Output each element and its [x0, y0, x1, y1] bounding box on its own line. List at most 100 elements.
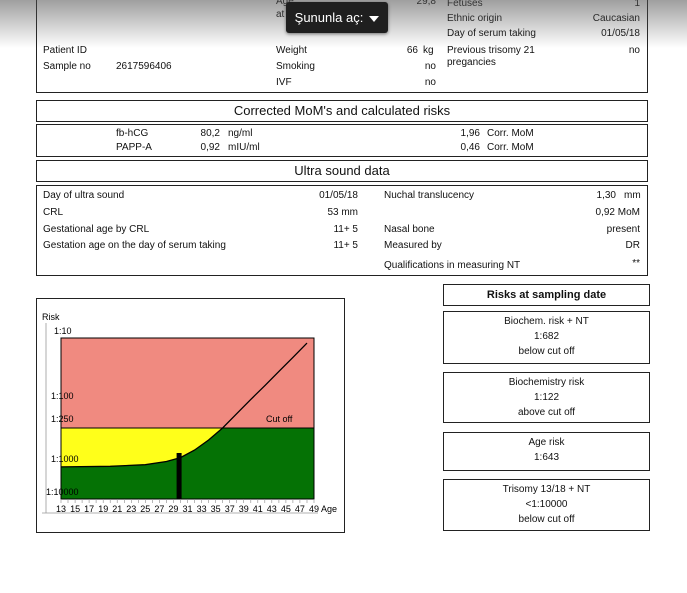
x-tick-label: 49 [309, 504, 319, 514]
y-label-100: 1:100 [51, 391, 74, 401]
x-tick-label: 23 [126, 504, 136, 514]
x-tick-label: 45 [281, 504, 291, 514]
us-crl-label: CRL [43, 207, 64, 218]
mom-row-value: 80,2 [200, 128, 220, 139]
patient-age-marker [176, 453, 182, 499]
weight-label: Weight [276, 45, 307, 56]
ivf-value: no [424, 77, 436, 88]
us-nt-mom: 0,92 MoM [595, 207, 640, 218]
x-tick-label: 13 [56, 504, 66, 514]
us-ga-crl-label: Gestational age by CRL [43, 224, 150, 235]
age-risk-curve [60, 342, 308, 468]
weight-unit: kg [423, 45, 434, 56]
ultrasound-values-box [36, 185, 648, 276]
risk-card-value: <1:10000 [525, 499, 568, 510]
ethnic-value: Caucasian [592, 13, 640, 24]
risk-chart: Risk 1:10 1:100 1:250 1:1000 1:10000 Cut… [42, 312, 337, 516]
us-qual-label: Qualifications in measuring NT [384, 260, 521, 271]
risk-card-title: Age risk [528, 437, 565, 448]
us-measured-value: DR [625, 240, 640, 251]
open-with-button[interactable]: Şununla aç: [286, 2, 388, 33]
risk-card-value: 1:682 [533, 331, 560, 342]
mom-row-mom-label: Corr. MoM [487, 128, 534, 139]
us-day-label: Day of ultra sound [43, 190, 125, 201]
mom-row-name: fb-hCG [116, 128, 149, 139]
x-tick-label: 43 [267, 504, 277, 514]
us-nasal-label: Nasal bone [384, 224, 435, 235]
chevron-down-icon [369, 15, 380, 22]
y-axis-title: Risk [42, 312, 60, 322]
y-label-10: 1:10 [54, 326, 72, 336]
high-risk-zone [61, 338, 314, 428]
at-label: at [276, 9, 285, 20]
x-tick-label: 17 [84, 504, 94, 514]
fetuses-value: 1 [634, 0, 640, 9]
x-tick-label: 19 [98, 504, 108, 514]
trisomy-label-1: Previous trisomy 21 [447, 45, 535, 56]
risk-card-note: below cut off [518, 514, 575, 525]
x-tick-label: 31 [182, 504, 192, 514]
risk-card-age: Age risk 1:643 [443, 432, 650, 471]
x-tick-label: 25 [140, 504, 150, 514]
mid-risk-zone [61, 428, 223, 467]
age-value: 29,8 [416, 0, 436, 7]
risk-card-trisomy-13-18: Trisomy 13/18 + NT <1:10000 below cut of… [443, 479, 650, 531]
mom-row-mom: 1,96 [460, 128, 480, 139]
ethnic-label: Ethnic origin [447, 13, 503, 24]
mom-row-mom: 0,46 [460, 142, 480, 153]
mom-row-unit: mIU/ml [228, 142, 260, 153]
x-tick-label: 39 [239, 504, 249, 514]
weight-value: 66 [406, 45, 418, 56]
risk-card-note: above cut off [517, 407, 576, 418]
smoking-value: no [424, 61, 436, 72]
us-day-value: 01/05/18 [319, 190, 358, 201]
patient-id-label: Patient ID [43, 45, 87, 56]
risk-card-title: Biochem. risk + NT [504, 316, 589, 327]
mom-row-mom-label: Corr. MoM [487, 142, 534, 153]
ivf-label: IVF [276, 77, 292, 88]
us-nt-label: Nuchal translucency [384, 190, 475, 201]
x-tick-label: 27 [154, 504, 164, 514]
risk-card-biochem-nt: Biochem. risk + NT 1:682 below cut off [443, 311, 650, 364]
us-ga-serum-label: Gestation age on the day of serum taking [43, 240, 226, 251]
risk-card-note: below cut off [518, 346, 575, 357]
ultrasound-title: Ultra sound data [294, 163, 390, 178]
risk-card-value: 1:643 [533, 452, 560, 463]
sample-no-label: Sample no [43, 61, 91, 72]
risk-card-title: Biochemistry risk [508, 377, 585, 388]
x-tick-label: 15 [70, 504, 80, 514]
open-with-label: Şununla aç: [294, 10, 364, 25]
risks-title: Risks at sampling date [486, 289, 607, 301]
risk-card-value: 1:122 [533, 392, 560, 403]
x-tick-label: 33 [197, 504, 207, 514]
x-tick-label: 41 [253, 504, 263, 514]
us-measured-label: Measured by [384, 240, 442, 251]
us-nt-value: 1,30 [596, 190, 616, 201]
risks-title-box [443, 284, 650, 306]
mom-row-value: 0,92 [200, 142, 220, 153]
cutoff-label: Cut off [266, 414, 293, 424]
mom-row-name: PAPP-A [116, 142, 152, 153]
us-ga-serum-value: 11+ 5 [333, 240, 358, 251]
serum-date-value: 01/05/18 [601, 28, 640, 39]
ultrasound-title-box [36, 160, 648, 182]
x-tick-label: 35 [211, 504, 221, 514]
us-qual-value: ** [632, 258, 640, 269]
sample-no-value: 2617596406 [116, 61, 172, 72]
x-axis-ticks [60, 499, 315, 503]
us-nt-unit: mm [624, 190, 641, 201]
mom-title-box [36, 100, 648, 122]
x-tick-label: 21 [112, 504, 122, 514]
x-axis-title: Age [321, 504, 337, 514]
trisomy-label-2: pregancies [447, 57, 496, 68]
y-label-1000: 1:1000 [51, 454, 79, 464]
us-nasal-value: present [606, 224, 640, 235]
smoking-label: Smoking [276, 61, 315, 72]
us-ga-crl-value: 11+ 5 [333, 224, 358, 235]
x-tick-label: 29 [168, 504, 178, 514]
mom-row-unit: ng/ml [228, 128, 253, 139]
risk-card-biochemistry: Biochemistry risk 1:122 above cut off [443, 372, 650, 423]
mom-values-box [36, 124, 648, 157]
x-axis-labels: 13 15 17 19 21 23 25 27 29 31 33 35 37 39 41 43 45 47 49 [56, 504, 319, 514]
fetuses-label: Fetuses [447, 0, 483, 9]
